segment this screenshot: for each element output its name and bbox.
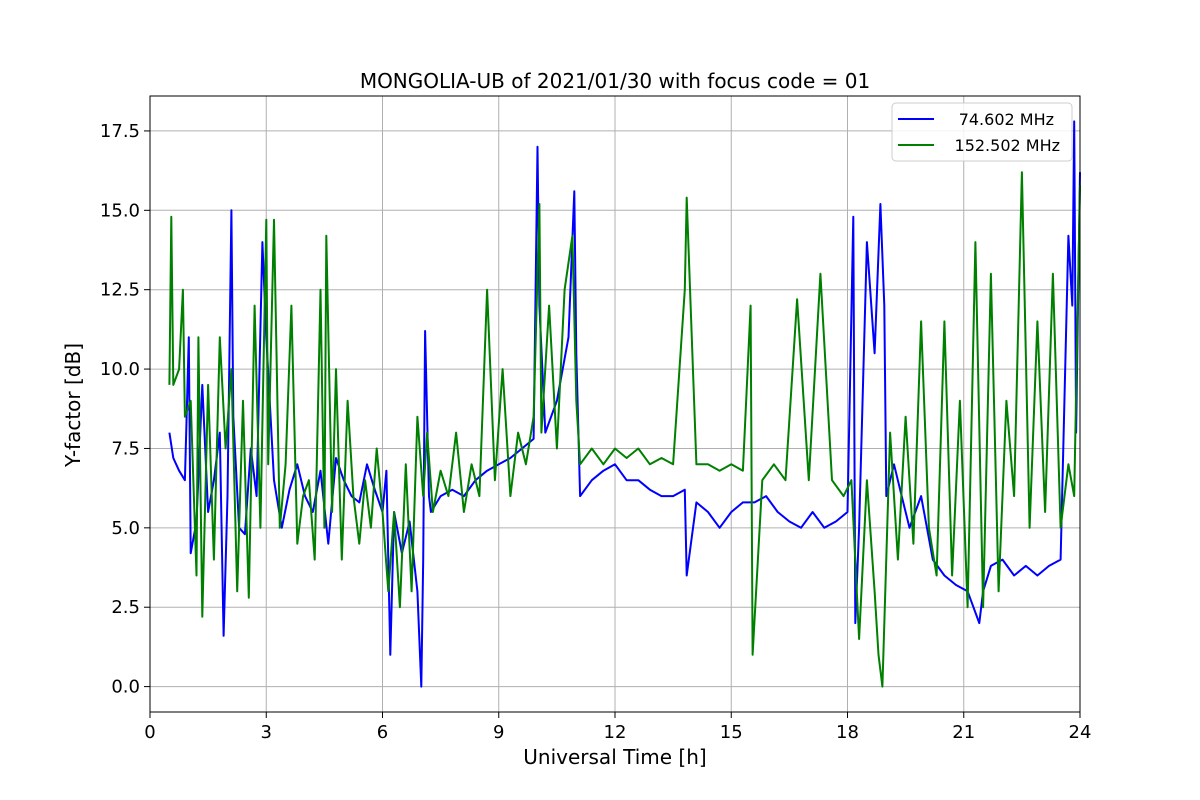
- y-tick-label: 0.0: [111, 677, 140, 698]
- series-line-1: [168, 120, 1081, 688]
- legend-box: [891, 102, 1073, 162]
- x-tick-label: 18: [836, 722, 859, 743]
- x-axis: 0 3 6 9 12 15 18 21 24: [144, 712, 1091, 743]
- y-tick-label: 17.5: [100, 121, 140, 142]
- y-tick-label: 5.0: [111, 518, 140, 539]
- y-tick-label: 7.5: [111, 438, 140, 459]
- y-tick-label: 15.0: [100, 200, 140, 221]
- chart-title: MONGOLIA-UB of 2021/01/30 with focus cod…: [360, 69, 870, 93]
- x-axis-label: Universal Time [h]: [523, 745, 706, 769]
- x-tick-label: 9: [493, 722, 504, 743]
- x-tick-label: 21: [952, 722, 975, 743]
- x-tick-label: 3: [261, 722, 272, 743]
- x-tick-label: 24: [1069, 722, 1092, 743]
- y-axis: 0.0 2.5 5.0 7.5 10.0 12.5 15.0 17.5: [100, 121, 150, 698]
- x-tick-label: 0: [144, 722, 155, 743]
- legend-label-series-1: 74.602 MHz: [959, 110, 1054, 129]
- y-tick-label: 10.0: [100, 359, 140, 380]
- x-tick-label: 6: [377, 722, 388, 743]
- y-axis-label: Y-factor [dB]: [61, 343, 85, 468]
- x-tick-label: 15: [720, 722, 743, 743]
- y-tick-label: 12.5: [100, 280, 140, 301]
- series-line-2: [168, 171, 1081, 688]
- y-tick-label: 2.5: [111, 597, 140, 618]
- series-layer: [168, 120, 1081, 688]
- grid-lines: [149, 96, 1081, 712]
- legend-label-series-2: 152.502 MHz: [955, 136, 1060, 155]
- x-tick-label: 12: [604, 722, 627, 743]
- legend: 74.602 MHz 152.502 MHz: [891, 102, 1073, 162]
